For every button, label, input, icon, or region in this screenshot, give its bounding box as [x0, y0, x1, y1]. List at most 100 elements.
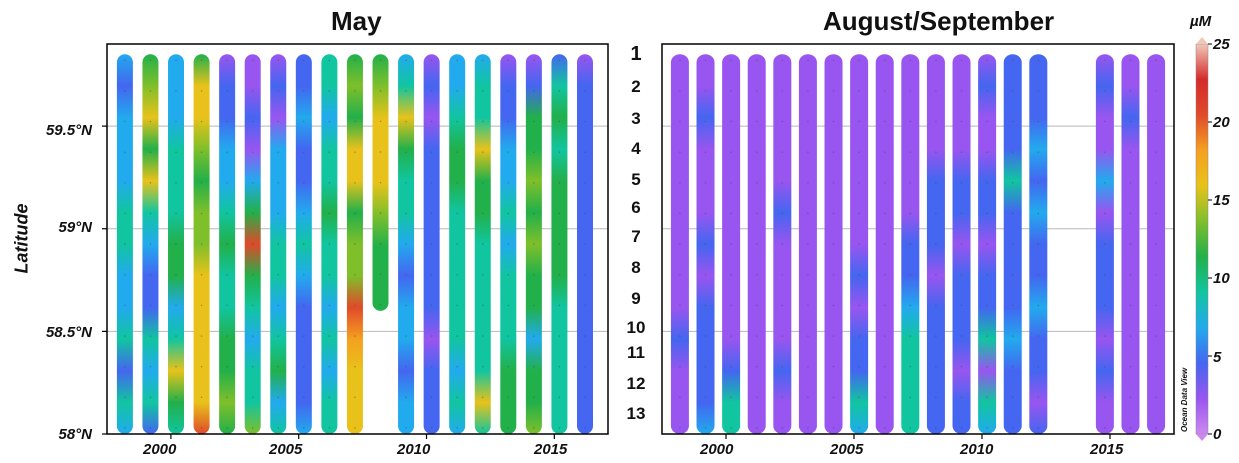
sample-point: [200, 396, 203, 399]
sample-point: [430, 182, 433, 184]
sample-point: [986, 366, 988, 368]
sample-point: [679, 274, 681, 276]
sample-point: [251, 335, 254, 337]
sample-point: [730, 90, 732, 92]
station-label: 12: [626, 374, 646, 393]
sample-point: [124, 182, 126, 184]
sample-point: [781, 335, 784, 337]
sample-point: [935, 90, 937, 92]
sample-point: [679, 120, 681, 123]
sample-point: [533, 90, 535, 92]
sample-point: [832, 366, 835, 368]
sample-point: [379, 273, 382, 275]
sample-point: [832, 212, 835, 215]
sample-point: [124, 335, 126, 337]
sample-point: [456, 90, 458, 92]
sample-point: [1104, 396, 1106, 399]
sample-point: [533, 243, 535, 245]
sample-point: [277, 90, 279, 92]
sample-point: [781, 396, 784, 399]
sample-point: [328, 182, 331, 184]
sample-point: [507, 366, 510, 368]
sample-point: [328, 212, 331, 215]
sample-point: [251, 212, 254, 215]
sample-point: [935, 182, 937, 184]
sample-point: [584, 243, 586, 245]
sample-point: [858, 151, 860, 153]
sample-point: [679, 182, 681, 184]
sample-point: [704, 396, 707, 399]
sample-point: [832, 335, 835, 337]
sample-point: [328, 366, 331, 368]
sample-point: [482, 335, 484, 337]
sample-point: [354, 212, 356, 215]
sample-point: [251, 396, 254, 399]
sample-point: [379, 181, 382, 184]
sample-point: [986, 274, 988, 276]
colorbar-unit-label: µM: [1190, 13, 1212, 30]
sample-point: [277, 120, 279, 123]
may-x-tick-label: 2005: [269, 441, 303, 458]
sample-point: [1012, 90, 1014, 92]
sample-point: [679, 243, 681, 245]
sample-point: [379, 151, 382, 153]
sample-point: [251, 366, 254, 368]
sample-point: [858, 120, 860, 123]
sample-point: [1129, 90, 1132, 92]
sample-point: [730, 274, 732, 276]
sample-point: [533, 335, 535, 337]
sample-point: [1155, 243, 1157, 245]
sample-point: [482, 90, 484, 92]
sample-point: [756, 212, 758, 215]
sample-point: [405, 182, 407, 184]
sample-point: [328, 304, 331, 307]
sample-point: [679, 212, 681, 215]
sample-point: [149, 396, 152, 399]
sample-point: [303, 274, 305, 276]
plot-frame: [106, 43, 609, 435]
sample-point: [430, 335, 433, 337]
sample-point: [807, 335, 809, 337]
sample-point: [960, 304, 963, 307]
sample-point: [960, 366, 963, 368]
sample-point: [584, 304, 586, 307]
sample-point: [704, 335, 707, 337]
sample-point: [1104, 274, 1106, 276]
sample-point: [430, 120, 433, 123]
sample-point: [1129, 182, 1132, 184]
sample-point: [1037, 59, 1040, 61]
sample-point: [986, 212, 988, 215]
sample-point: [226, 120, 228, 123]
sample-point: [909, 212, 912, 215]
sample-point: [149, 427, 152, 429]
sample-point: [781, 212, 784, 215]
sample-point: [200, 151, 203, 153]
sample-point: [986, 243, 988, 245]
sample-point: [533, 304, 535, 307]
sample-point: [482, 366, 484, 368]
sample-point: [679, 90, 681, 92]
sample-point: [730, 243, 732, 245]
sample-point: [1012, 304, 1014, 307]
sample-point: [884, 151, 886, 153]
sample-point: [704, 427, 707, 429]
sample-point: [986, 396, 988, 399]
sample-point: [430, 396, 433, 399]
sample-point: [909, 366, 912, 368]
sample-point: [1037, 366, 1040, 368]
sample-point: [354, 366, 356, 368]
sample-point: [226, 366, 228, 368]
sample-point: [858, 427, 860, 429]
station-label: 9: [631, 289, 641, 308]
sample-point: [149, 274, 152, 276]
aug-sep-chart-title: August/September: [823, 6, 1055, 36]
sample-point: [200, 304, 203, 307]
sample-point: [200, 366, 203, 368]
sample-point: [884, 274, 886, 276]
sample-point: [354, 304, 356, 307]
sample-point: [405, 427, 407, 429]
sample-point: [558, 120, 561, 123]
sample-point: [807, 90, 809, 92]
sample-point: [456, 274, 458, 276]
sample-point: [935, 427, 937, 429]
